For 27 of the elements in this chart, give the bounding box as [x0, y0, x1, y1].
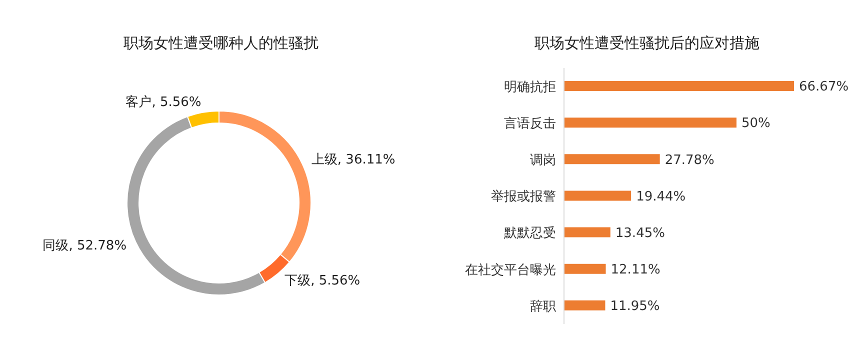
bar	[564, 227, 610, 238]
chart-title: 职场女性遭受性骚扰后的应对措施	[534, 33, 760, 54]
y-tick-label: 辞职	[530, 299, 556, 314]
y-tick-label: 在社交平台曝光	[465, 262, 556, 278]
y-tick-label: 明确抗拒	[504, 80, 556, 95]
bar	[564, 81, 794, 91]
y-tick-label: 默默忍受	[503, 226, 556, 242]
chart-title: 职场女性遭受哪种人的性骚扰	[122, 33, 320, 54]
data-label: 13.45%	[615, 226, 665, 241]
data-label: 11.95%	[610, 299, 660, 314]
bar	[564, 190, 632, 201]
data-label: 12.11%	[610, 262, 660, 278]
slice-label: 上级, 36.11%	[311, 152, 396, 168]
data-label: 27.78%	[664, 152, 714, 168]
slice-label: 同级, 52.78%	[42, 238, 127, 254]
data-label: 66.67%	[799, 80, 849, 95]
bar	[564, 118, 736, 128]
slice-label: 下级, 5.56%	[284, 274, 360, 289]
bar	[564, 154, 660, 164]
data-label: 19.44%	[636, 189, 686, 204]
data-label: 50%	[741, 116, 770, 132]
y-tick-label: 调岗	[530, 153, 556, 168]
slice-label: 客户, 5.56%	[126, 94, 202, 110]
y-tick-label: 举报或报警	[491, 190, 556, 205]
bar	[564, 300, 606, 310]
y-tick-label: 言语反击	[504, 115, 556, 132]
bar	[564, 264, 606, 274]
